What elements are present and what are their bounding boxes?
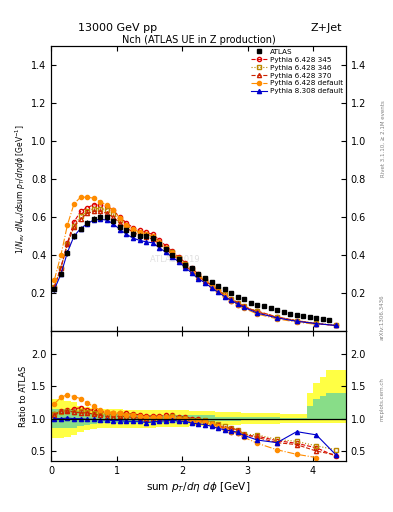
Text: Z+Jet: Z+Jet — [310, 23, 342, 33]
X-axis label: sum $p_T/d\eta\ d\phi$ [GeV]: sum $p_T/d\eta\ d\phi$ [GeV] — [146, 480, 251, 494]
Text: Rivet 3.1.10, ≥ 2.1M events: Rivet 3.1.10, ≥ 2.1M events — [381, 100, 386, 177]
Text: arXiv:1306.3436: arXiv:1306.3436 — [380, 294, 384, 340]
Legend: ATLAS, Pythia 6.428 345, Pythia 6.428 346, Pythia 6.428 370, Pythia 6.428 defaul: ATLAS, Pythia 6.428 345, Pythia 6.428 34… — [250, 48, 344, 96]
Text: ATLAS 2019: ATLAS 2019 — [150, 255, 200, 264]
Title: Nch (ATLAS UE in Z production): Nch (ATLAS UE in Z production) — [121, 35, 275, 45]
Y-axis label: $1/N_{ev}\ dN_{ev}/d$sum $p_T/d\eta d\phi\ [\mathrm{GeV}^{-1}]$: $1/N_{ev}\ dN_{ev}/d$sum $p_T/d\eta d\ph… — [14, 124, 28, 253]
Text: mcplots.cern.ch: mcplots.cern.ch — [380, 377, 384, 421]
Y-axis label: Ratio to ATLAS: Ratio to ATLAS — [19, 366, 28, 426]
Text: 13000 GeV pp: 13000 GeV pp — [78, 23, 158, 33]
